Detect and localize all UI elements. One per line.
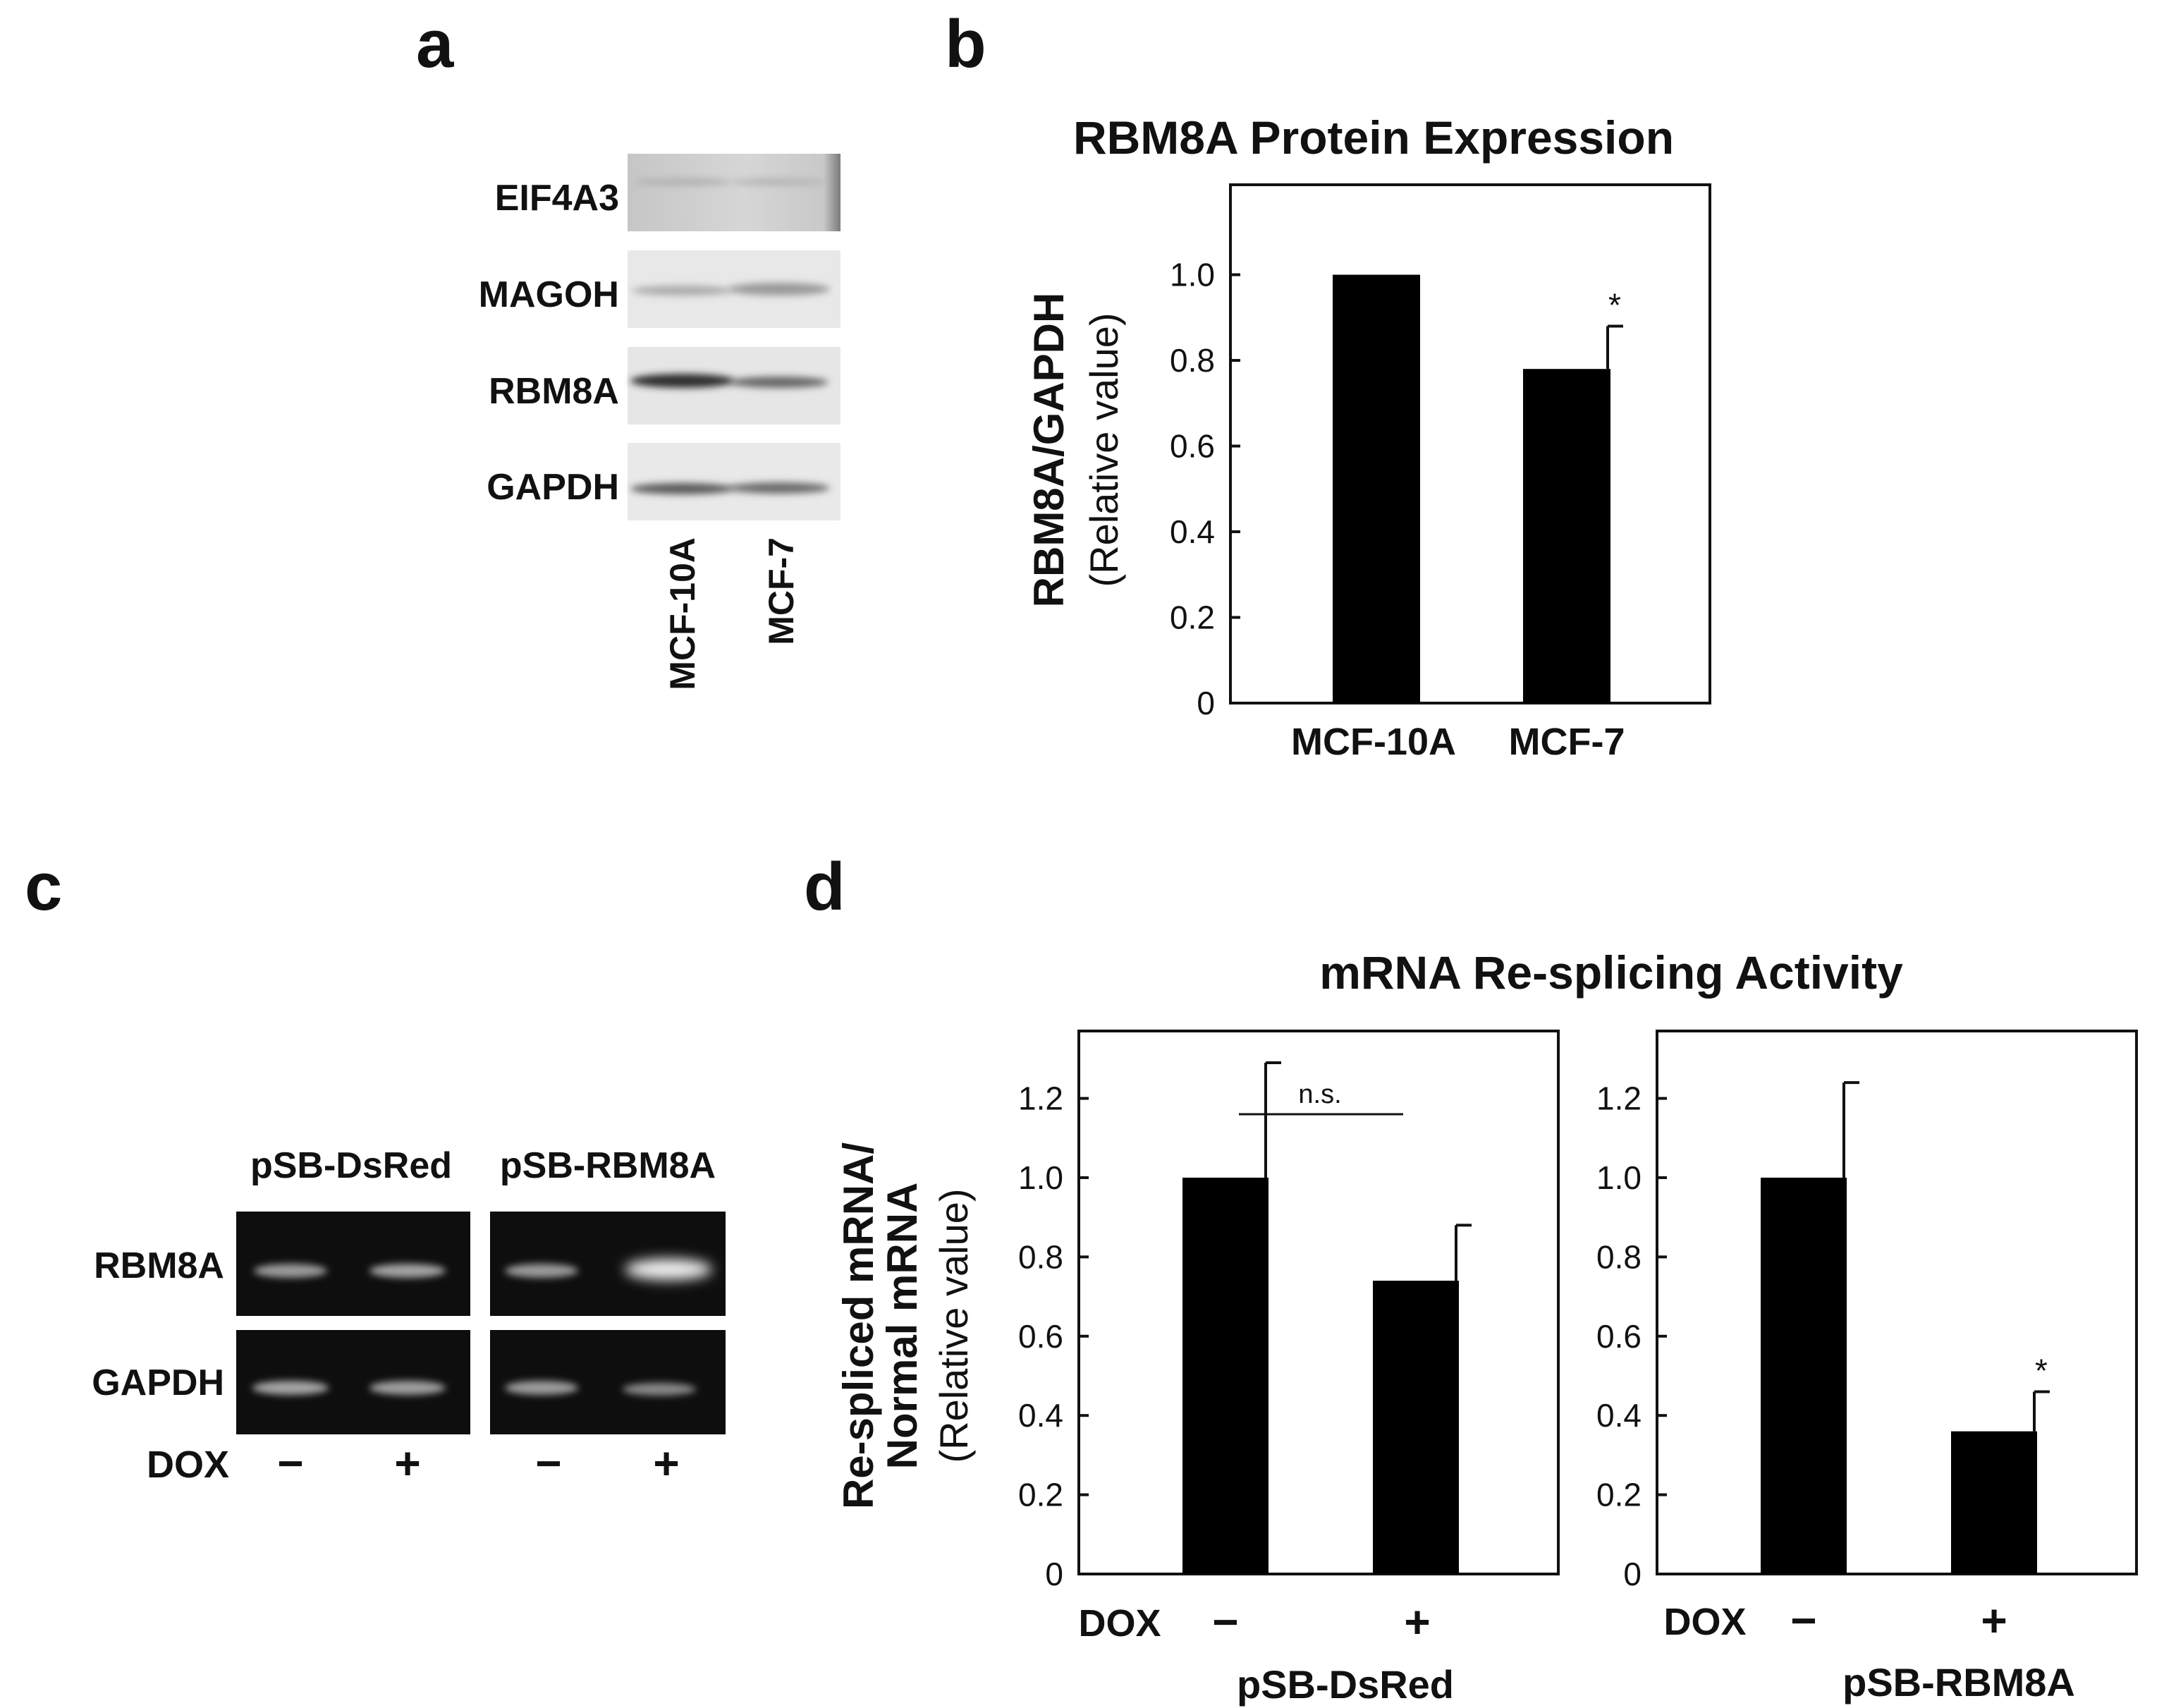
chart-d-ylabel-line1: Re-spliced mRNA/ (835, 1142, 882, 1509)
chart-b-ytick-label-5: 1.0 (1170, 257, 1215, 293)
chart-d1-bar-0 (1182, 1177, 1269, 1574)
chart-d1-dox-label: DOX (1078, 1602, 1161, 1645)
chart-d1-ytick-label-2: 0.4 (1018, 1397, 1063, 1434)
band-rbm8a-mcf10a (630, 374, 735, 388)
band-eif4a3-mcf10a (633, 178, 732, 185)
chart-b-xtick-mcf7: MCF-7 (1509, 721, 1625, 763)
blot-strip-gapdh (628, 443, 840, 520)
gel-band-g2 (369, 1381, 446, 1395)
chart-d2-ytick-label-5: 1.0 (1596, 1159, 1642, 1196)
gel-band-g3 (505, 1381, 578, 1395)
band-rbm8a-mcf7 (730, 377, 829, 388)
chart-d1-ns-label: n.s. (1298, 1080, 1341, 1109)
chart-d-title: mRNA Re-splicing Activity (1319, 946, 1903, 999)
chart-d-ylabel-line3: (Relative value) (931, 1188, 976, 1463)
gel-dox-sign-2: + (394, 1438, 420, 1489)
chart-d2-xtick-plus: + (1981, 1595, 2007, 1646)
chart-d2-ytick-label-1: 0.2 (1596, 1477, 1642, 1513)
chart-d1-ytick-label-1: 0.2 (1018, 1477, 1063, 1513)
band-magoh-mcf7 (728, 283, 830, 295)
chart-d2-bar-0 (1761, 1177, 1847, 1574)
chart-d1-ytick-label-3: 0.6 (1018, 1318, 1063, 1355)
chart-b-bar-1 (1523, 369, 1610, 703)
chart-d2-bar-1 (1951, 1431, 2037, 1574)
gel-band-g4 (623, 1383, 696, 1396)
band-gapdh-mcf7 (728, 482, 830, 494)
band-eif4a3-mcf7 (731, 178, 827, 185)
chart-d2-dox-label: DOX (1663, 1601, 1746, 1643)
chart-d: mRNA Re-splicing Activity Re-spliced mRN… (835, 946, 2138, 1707)
gel-dox-label: DOX (147, 1444, 229, 1486)
chart-d2-ytick-label-0: 0 (1623, 1556, 1642, 1592)
blot-row-label-gapdh: GAPDH (487, 467, 619, 508)
panel-label-a: a (416, 6, 454, 82)
blot-row-label-eif4a3: EIF4A3 (495, 178, 619, 219)
chart-b: RBM8A Protein Expression RBM8A/GAPDH (Re… (1025, 111, 1711, 763)
gel-row-label-gapdh: GAPDH (92, 1362, 224, 1403)
chart-b-ytick-label-3: 0.6 (1170, 428, 1215, 465)
chart-b-ylabel-line1: RBM8A/GAPDH (1025, 293, 1072, 608)
chart-d1-bar-1 (1373, 1281, 1459, 1574)
blot-strip-eif4a3 (628, 154, 840, 231)
gel-row-label-rbm8a: RBM8A (94, 1245, 224, 1286)
gel-band-r1 (254, 1264, 327, 1278)
panel-label-b: b (945, 6, 986, 82)
gel-band-g1 (252, 1381, 329, 1395)
chart-d2-ytick-label-2: 0.4 (1596, 1397, 1642, 1434)
chart-d-ylabel-line2: Normal mRNA (879, 1183, 926, 1470)
gel-dox-sign-1: − (277, 1438, 303, 1489)
band-magoh-mcf10a (632, 286, 733, 295)
gel-group-label-rbm8a: pSB-RBM8A (500, 1145, 716, 1186)
chart-d2-plot-frame (1656, 1030, 2138, 1575)
chart-d2-ytick-label-3: 0.6 (1596, 1318, 1642, 1355)
blot-lane-label-mcf7: MCF-7 (762, 537, 801, 645)
chart-d2-ytick-label-6: 1.2 (1596, 1080, 1642, 1117)
chart-d1-ytick-label-5: 1.0 (1018, 1159, 1063, 1196)
chart-d1-group-label: pSB-DsRed (1237, 1662, 1454, 1707)
blot-lane-label-mcf10a: MCF-10A (663, 537, 702, 690)
chart-d2-xtick-minus: − (1790, 1595, 1816, 1646)
gel-panel-dsred-rbm8a (236, 1212, 470, 1316)
chart-d1-xtick-minus: − (1212, 1597, 1238, 1647)
panel-label-c: c (25, 849, 62, 925)
chart-b-ytick-label-2: 0.4 (1170, 513, 1215, 550)
gel-group-label-dsred: pSB-DsRed (250, 1145, 452, 1186)
gel-band-r3 (505, 1264, 578, 1278)
chart-d2-ytick-label-4: 0.8 (1596, 1238, 1642, 1275)
gel-band-r4 (625, 1259, 712, 1280)
gel-band-r2 (369, 1264, 446, 1278)
chart-b-ytick-label-0: 0 (1197, 685, 1215, 721)
chart-d1-ytick-label-0: 0 (1045, 1556, 1063, 1592)
blot-row-label-magoh: MAGOH (479, 274, 619, 315)
chart-d1-ytick-label-4: 0.8 (1018, 1238, 1063, 1275)
chart-d1-xtick-plus: + (1404, 1597, 1430, 1647)
chart-b-ylabel-line2: (Relative value) (1082, 312, 1126, 587)
chart-b-significance-1: * (1608, 286, 1621, 323)
chart-b-ytick-label-4: 0.8 (1170, 342, 1215, 379)
gel-c: pSB-DsRed pSB-RBM8A RBM8A GAPDH DOX − + … (92, 1145, 726, 1489)
chart-d1-ytick-label-6: 1.2 (1018, 1080, 1063, 1117)
gel-dox-sign-4: + (653, 1438, 679, 1489)
chart-b-xtick-mcf10a: MCF-10A (1291, 721, 1456, 763)
panel-label-d: d (804, 849, 845, 925)
chart-b-bar-0 (1333, 274, 1420, 703)
chart-b-ytick-label-1: 0.2 (1170, 599, 1215, 636)
chart-b-plot-frame (1229, 183, 1711, 704)
band-gapdh-mcf10a (630, 483, 735, 494)
blot-row-label-rbm8a: RBM8A (489, 371, 619, 412)
chart-b-title: RBM8A Protein Expression (1073, 111, 1674, 164)
western-blot-a: EIF4A3 MAGOH RBM8A GAPDH MCF-10A MCF-7 (479, 154, 840, 690)
chart-d2-group-label: pSB-RBM8A (1842, 1660, 2075, 1704)
chart-d1-plot-frame (1077, 1030, 1560, 1575)
chart-d2-significance-1: * (2035, 1352, 2048, 1389)
gel-dox-sign-3: − (535, 1438, 561, 1489)
